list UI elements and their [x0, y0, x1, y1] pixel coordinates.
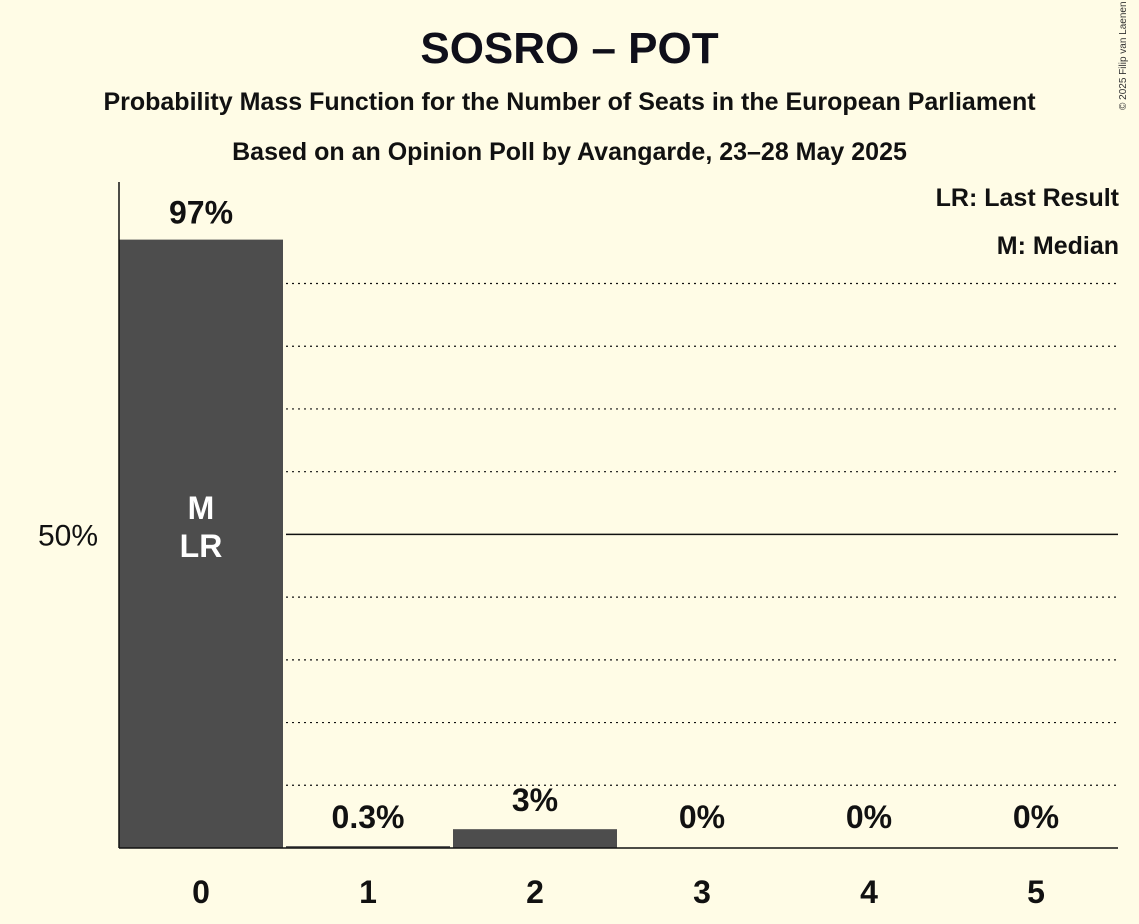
x-tick-label: 1	[359, 874, 377, 910]
chart-subtitle: Probability Mass Function for the Number…	[103, 88, 1036, 116]
last-result-marker: LR	[180, 528, 223, 564]
y-tick-label: 50%	[38, 519, 98, 552]
value-label: 0%	[679, 799, 725, 835]
bar-seat-2	[453, 829, 617, 848]
chart-title: SOSRO – POT	[420, 24, 719, 73]
x-tick-label: 0	[192, 874, 210, 910]
x-tick-label: 5	[1027, 874, 1045, 910]
x-tick-label: 4	[860, 874, 878, 910]
chart-subtitle-poll: Based on an Opinion Poll by Avangarde, 2…	[232, 138, 907, 166]
legend-last-result: LR: Last Result	[935, 184, 1119, 212]
value-label: 97%	[169, 195, 233, 231]
value-label: 0.3%	[332, 799, 405, 835]
x-tick-label: 3	[693, 874, 711, 910]
legend-median: M: Median	[996, 232, 1119, 260]
bar-seat-1	[286, 846, 450, 848]
x-tick-label: 2	[526, 874, 544, 910]
value-label: 3%	[512, 782, 558, 818]
value-label: 0%	[846, 799, 892, 835]
value-label: 0%	[1013, 799, 1059, 835]
median-marker: M	[188, 490, 215, 526]
bar-seat-0	[119, 239, 283, 849]
